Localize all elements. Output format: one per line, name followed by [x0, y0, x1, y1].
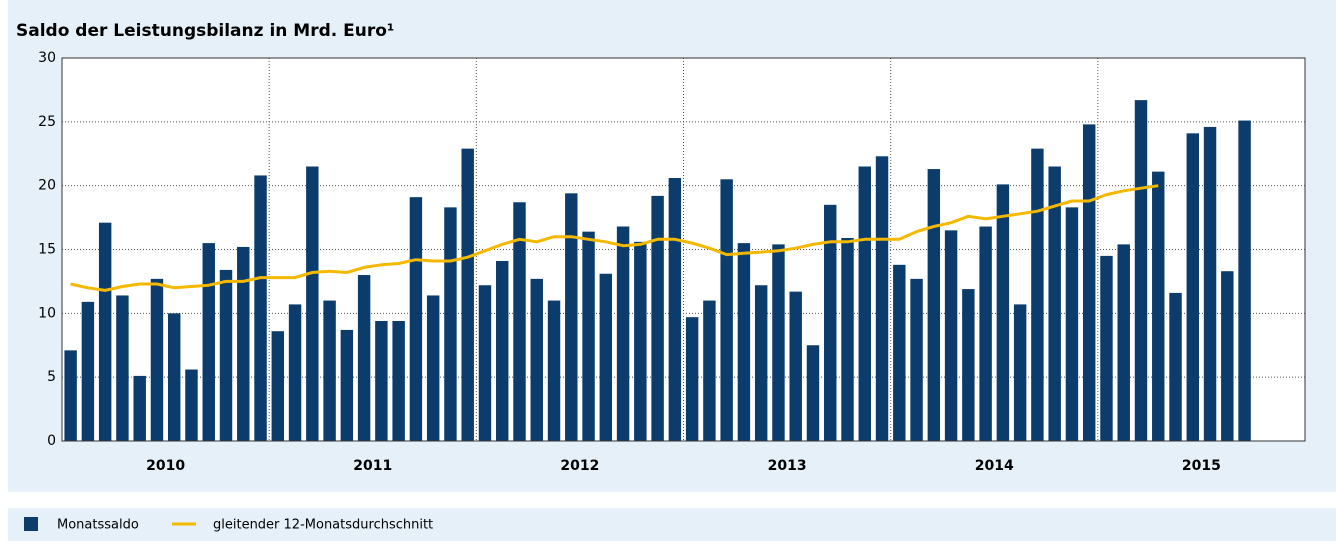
- bar: [858, 166, 871, 441]
- bar: [962, 289, 975, 441]
- bar: [478, 285, 492, 441]
- bar: [1031, 148, 1044, 442]
- bar: [530, 278, 543, 441]
- bar: [1152, 171, 1165, 441]
- bar: [340, 329, 354, 441]
- y-tick-label: 5: [47, 369, 56, 385]
- y-tick-label: 15: [38, 242, 56, 258]
- y-tick-label: 0: [47, 433, 56, 449]
- bar: [582, 231, 595, 441]
- bar: [841, 238, 854, 441]
- y-tick-label: 30: [38, 50, 56, 66]
- y-tick-label: 10: [38, 305, 56, 321]
- bar: [1065, 207, 1079, 441]
- bar: [185, 369, 198, 441]
- bar: [1186, 133, 1199, 441]
- bar: [1082, 124, 1096, 442]
- bar: [1169, 292, 1182, 441]
- bar: [496, 260, 509, 441]
- legend-background: [8, 508, 1336, 541]
- x-tick-label: 2010: [146, 458, 185, 474]
- bar: [409, 197, 423, 441]
- bar: [375, 320, 388, 441]
- bar: [616, 226, 630, 441]
- bar: [789, 291, 802, 441]
- bar: [357, 275, 371, 441]
- bar: [565, 193, 578, 441]
- legend-label: gleitender 12-Monatsdurchschnitt: [213, 518, 433, 533]
- bar: [323, 300, 336, 441]
- bar: [461, 148, 474, 442]
- bar: [98, 222, 112, 441]
- bar: [64, 350, 77, 441]
- bar: [754, 285, 768, 441]
- bar: [979, 226, 992, 441]
- bar: [254, 175, 267, 441]
- bar: [806, 345, 820, 441]
- bar: [737, 243, 751, 441]
- bar: [392, 320, 405, 441]
- bar: [875, 156, 889, 441]
- x-tick-label: 2012: [560, 458, 599, 474]
- bar: [634, 241, 647, 441]
- bar: [1100, 255, 1113, 441]
- bar: [910, 278, 923, 441]
- x-tick-label: 2011: [353, 458, 392, 474]
- line: [70, 184, 1159, 292]
- bar: [133, 375, 146, 441]
- bar: [824, 204, 837, 441]
- bar: [202, 243, 215, 441]
- bar: [927, 169, 941, 441]
- legend-swatch: [24, 517, 38, 531]
- y-tick-label: 20: [38, 178, 56, 194]
- bar: [271, 331, 285, 441]
- bar: [547, 300, 561, 441]
- chart-title: Saldo der Leistungsbilanz in Mrd. Euro¹: [16, 21, 394, 41]
- bar: [81, 301, 95, 441]
- bar: [513, 202, 526, 441]
- legend-label: Monatssaldo: [57, 518, 139, 533]
- bar: [1203, 126, 1217, 441]
- bar: [599, 273, 613, 441]
- bar: [685, 317, 699, 441]
- bar: [306, 166, 319, 441]
- bar: [1048, 166, 1061, 441]
- bar: [651, 195, 664, 441]
- bar: [703, 300, 716, 441]
- bar: [237, 246, 250, 441]
- bar: [772, 244, 785, 441]
- bar: [150, 278, 164, 441]
- bar: [1238, 120, 1251, 441]
- bar: [720, 179, 733, 442]
- y-tick-label: 25: [38, 114, 56, 130]
- bar: [116, 295, 129, 441]
- bar: [1221, 271, 1234, 441]
- bar: [444, 207, 457, 441]
- bar: [1134, 100, 1148, 441]
- bar: [1117, 244, 1130, 441]
- bar: [944, 230, 958, 441]
- bar: [288, 304, 302, 441]
- bar: [426, 295, 440, 441]
- bar: [168, 313, 181, 441]
- bar: [996, 184, 1010, 441]
- bar: [1013, 304, 1027, 441]
- plot-border: [61, 57, 1306, 442]
- x-tick-label: 2013: [768, 458, 807, 474]
- x-tick-label: 2014: [975, 458, 1014, 474]
- bar: [668, 178, 682, 442]
- bar: [893, 264, 906, 441]
- x-tick-label: 2015: [1182, 458, 1221, 474]
- bar: [219, 269, 233, 441]
